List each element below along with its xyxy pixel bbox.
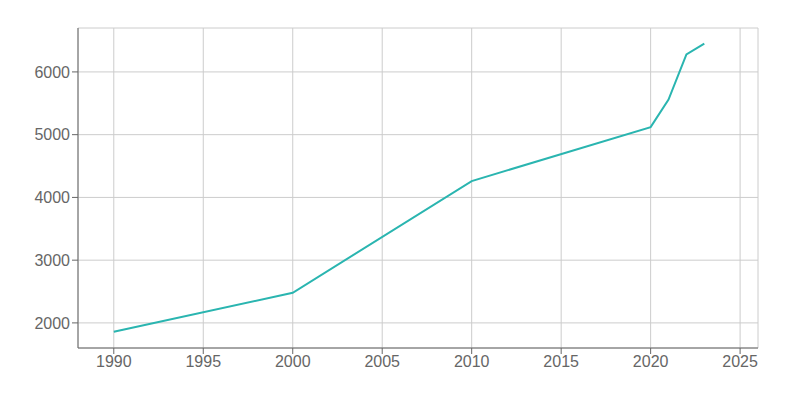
svg-text:2000: 2000 [275, 353, 311, 370]
svg-text:4000: 4000 [34, 189, 70, 206]
svg-text:2015: 2015 [543, 353, 579, 370]
svg-text:2000: 2000 [34, 315, 70, 332]
svg-text:3000: 3000 [34, 252, 70, 269]
svg-text:1995: 1995 [185, 353, 221, 370]
svg-text:2025: 2025 [722, 353, 758, 370]
svg-text:6000: 6000 [34, 64, 70, 81]
svg-text:1990: 1990 [96, 353, 132, 370]
svg-text:2020: 2020 [633, 353, 669, 370]
svg-text:2005: 2005 [364, 353, 400, 370]
svg-text:5000: 5000 [34, 126, 70, 143]
svg-text:2010: 2010 [454, 353, 490, 370]
